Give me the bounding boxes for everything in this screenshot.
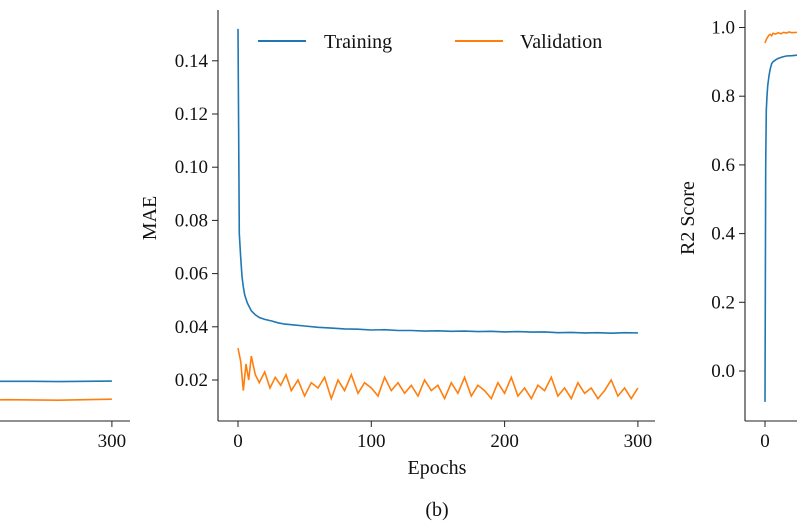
- y-tick-label: 0.0: [711, 361, 735, 382]
- legend-label-validation: Validation: [520, 31, 602, 53]
- y-tick-label: 0.14: [175, 51, 209, 72]
- series-line-validation: [0, 398, 112, 402]
- y-tick-label: 0.12: [175, 104, 208, 125]
- x-tick-label: 0: [760, 431, 770, 452]
- chart-r2: 0.0 0.2 0.4 0.6 0.8 1.0 0 R2 Score: [677, 10, 797, 452]
- y-tick-label: 0.04: [175, 317, 209, 338]
- y-tick-label: 0.08: [175, 210, 208, 231]
- y-axis-label: R2 Score: [677, 181, 699, 255]
- x-tick-label: 100: [357, 431, 386, 452]
- legend: Training Validation: [258, 31, 602, 53]
- y-tick-label: 0.2: [711, 292, 735, 313]
- y-tick-label: 0.4: [711, 224, 735, 245]
- x-tick-label: 200: [490, 431, 519, 452]
- series-line-training: [0, 380, 112, 383]
- y-tick-label: 0.06: [175, 264, 208, 285]
- series-line-training: [764, 54, 797, 402]
- y-tick-label: 0.10: [175, 157, 208, 178]
- caption: (b): [425, 499, 448, 521]
- chart-left: 300: [0, 380, 130, 452]
- x-tick-label: 300: [624, 431, 653, 452]
- series-line-validation: [764, 31, 797, 44]
- chart-mae: 0.02 0.04 0.06 0.08 0.10 0.12 0.14 0 100 200 300 E…: [139, 10, 655, 479]
- x-tick-label: 300: [98, 431, 127, 452]
- y-axis-label: MAE: [139, 196, 161, 240]
- series-line-training: [237, 28, 638, 335]
- x-axis-label: Epochs: [408, 457, 467, 479]
- y-tick-label: 0.8: [711, 86, 735, 107]
- y-tick-label: 1.0: [711, 18, 735, 39]
- series-line-validation: [237, 347, 639, 402]
- legend-label-training: Training: [324, 31, 392, 53]
- y-tick-label: 0.6: [711, 155, 735, 176]
- y-tick-label: 0.02: [175, 370, 208, 391]
- x-tick-label: 0: [233, 431, 243, 452]
